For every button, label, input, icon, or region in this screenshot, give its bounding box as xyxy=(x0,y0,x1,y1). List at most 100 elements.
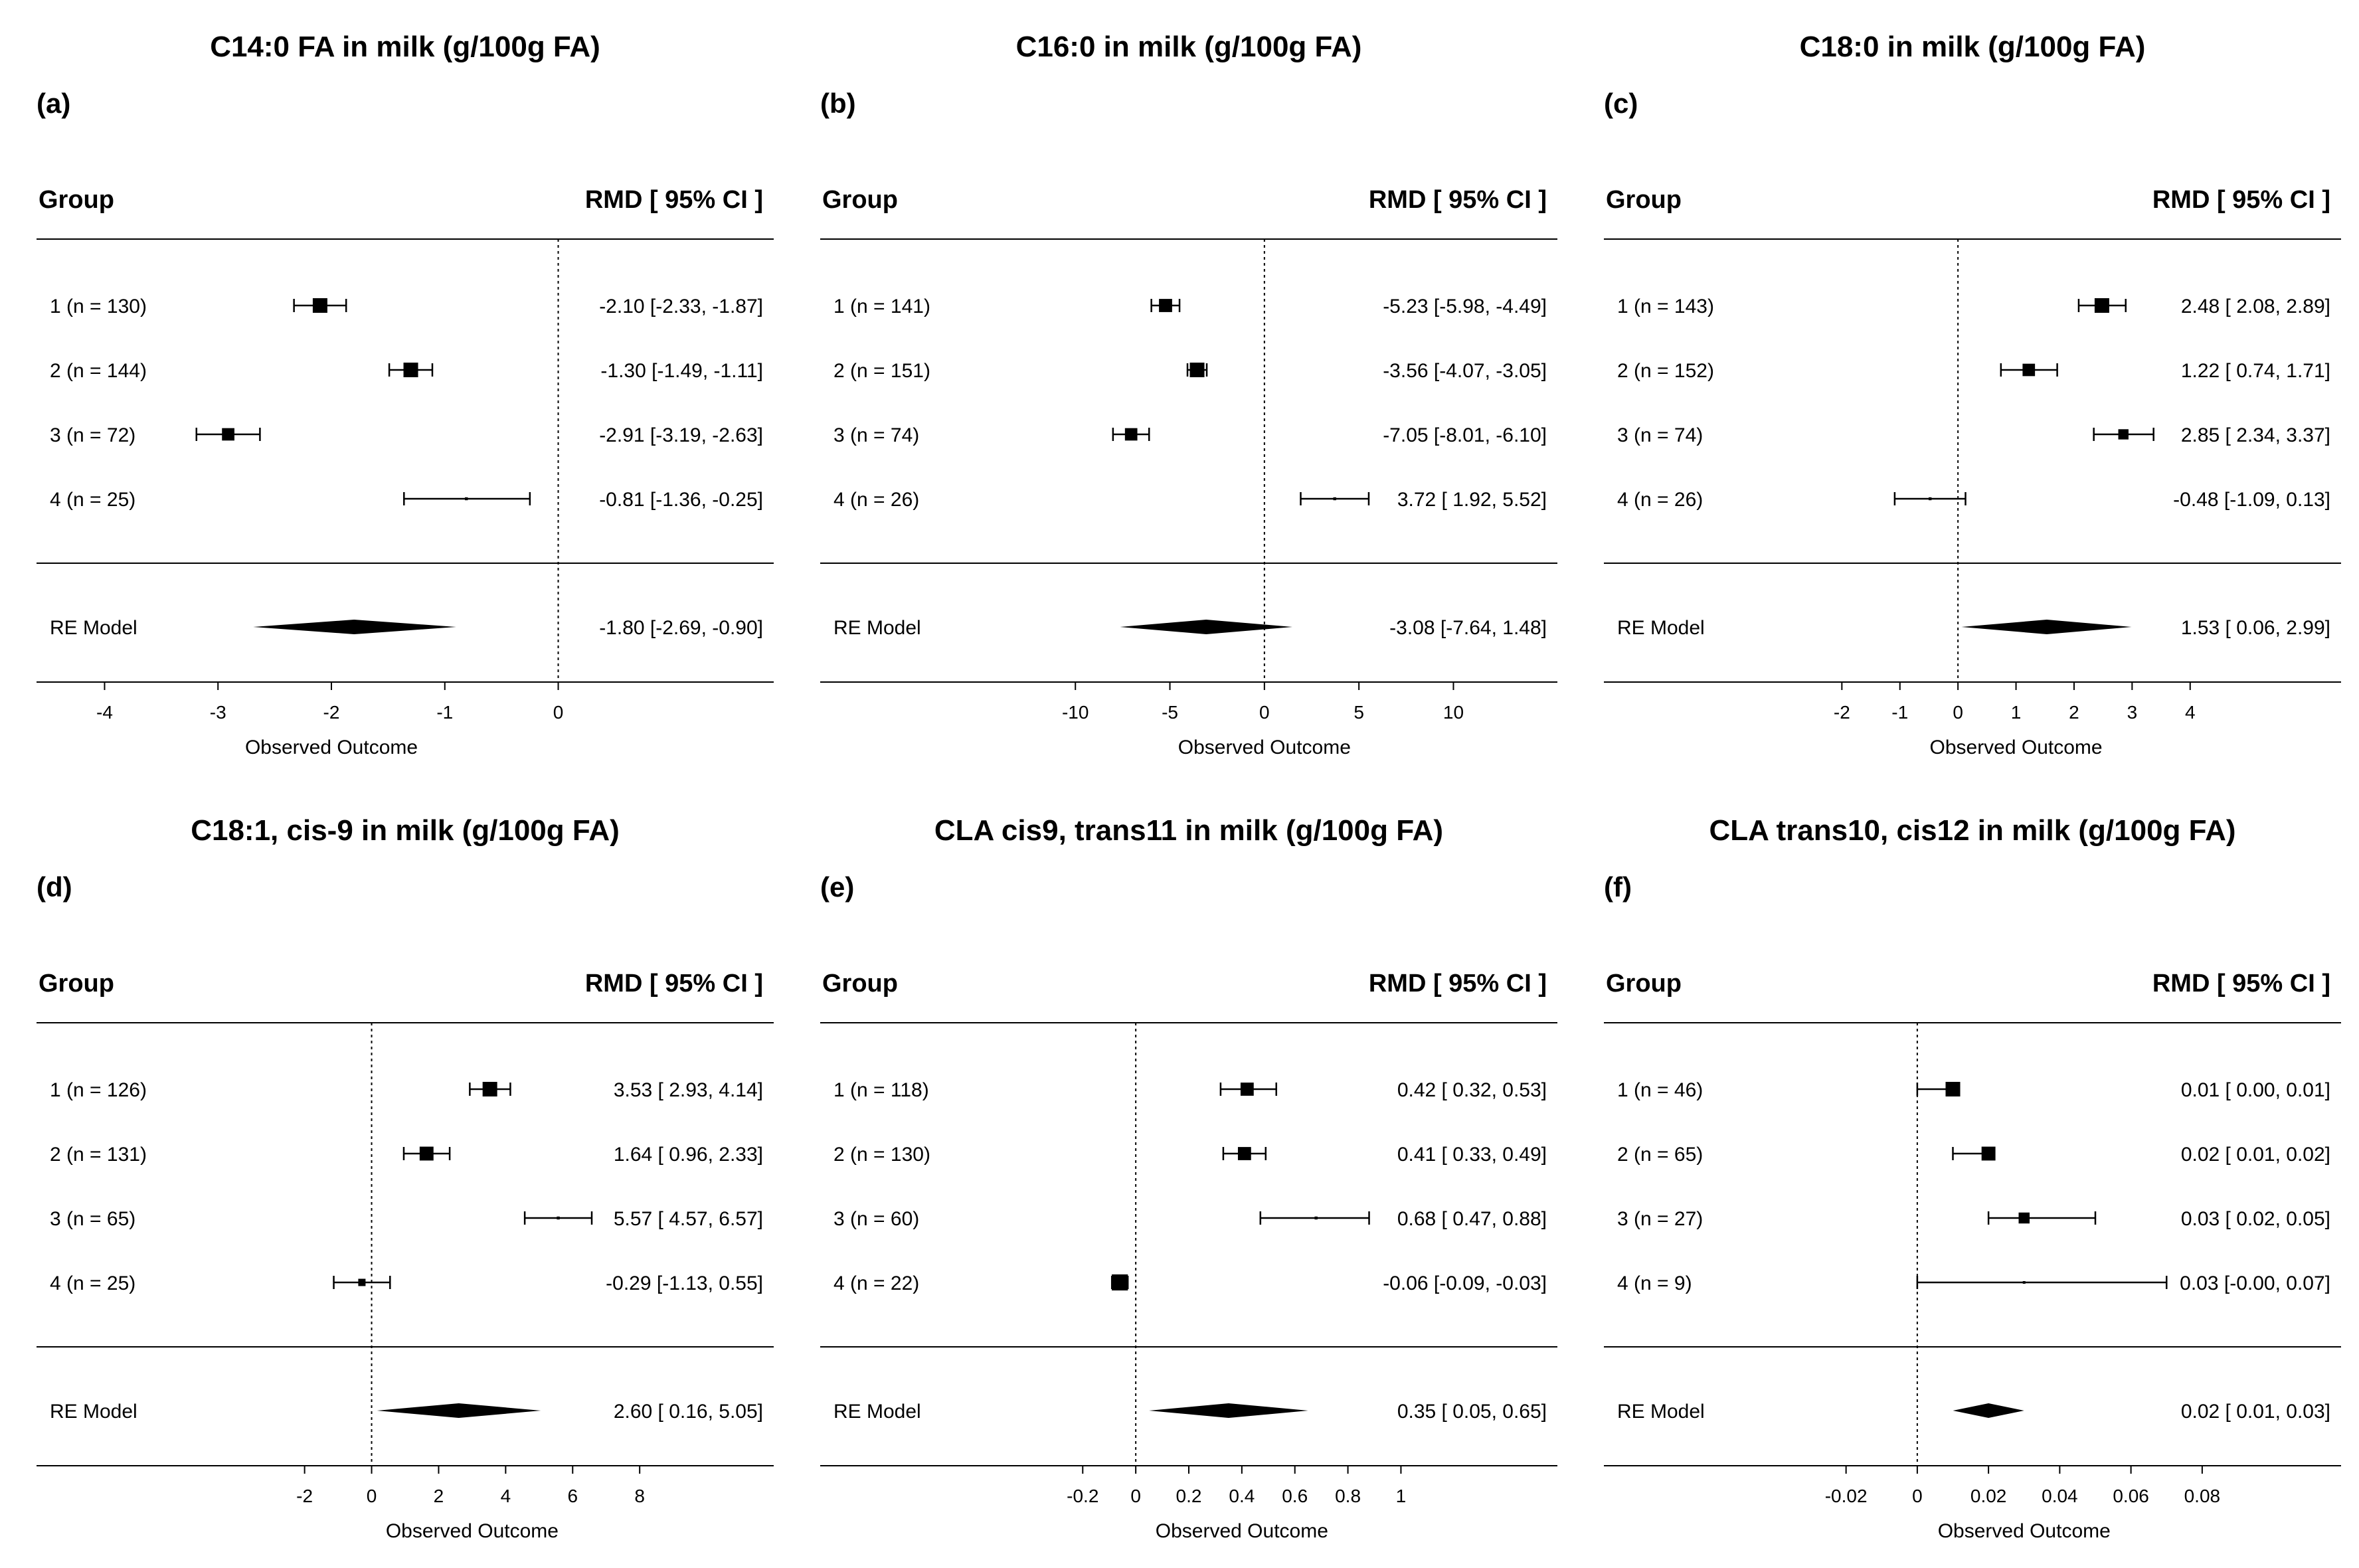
study-label: 4 (n = 25) xyxy=(50,489,135,511)
x-tick-label: 1 xyxy=(1396,1486,1407,1506)
effect-size-square xyxy=(1112,1274,1128,1291)
summary-diamond xyxy=(1953,1403,2024,1418)
summary-label: RE Model xyxy=(50,1401,137,1423)
panel-label: (e) xyxy=(820,871,854,903)
study-label: 4 (n = 26) xyxy=(833,489,919,511)
summary-label: RE Model xyxy=(1617,1401,1705,1423)
rmd-column-header: RMD [ 95% CI ] xyxy=(1369,186,1547,214)
x-tick-label: 0 xyxy=(1259,702,1270,723)
study-label: 4 (n = 25) xyxy=(50,1272,135,1294)
study-estimate-text: 0.42 [ 0.32, 0.53] xyxy=(1397,1079,1547,1101)
x-tick-label: 3 xyxy=(2127,702,2138,723)
summary-estimate-text: 0.02 [ 0.01, 0.03] xyxy=(2181,1401,2330,1423)
x-tick-label: 6 xyxy=(567,1486,578,1506)
effect-size-square xyxy=(1314,1216,1318,1220)
x-tick-label: 0 xyxy=(367,1486,377,1506)
panel-title: C18:1, cis-9 in milk (g/100g FA) xyxy=(191,814,620,847)
study-label: 1 (n = 126) xyxy=(50,1079,147,1101)
effect-size-square xyxy=(2022,363,2036,377)
study-estimate-text: -2.91 [-3.19, -2.63] xyxy=(599,424,763,446)
x-tick-label: 1 xyxy=(2011,702,2022,723)
x-tick-label: 0 xyxy=(553,702,564,723)
study-label: 2 (n = 131) xyxy=(50,1144,147,1166)
rmd-column-header: RMD [ 95% CI ] xyxy=(585,186,763,214)
panel-label: (b) xyxy=(820,88,856,119)
summary-estimate-text: 2.60 [ 0.16, 5.05] xyxy=(614,1401,763,1423)
summary-label: RE Model xyxy=(833,1401,921,1423)
group-column-header: Group xyxy=(822,186,898,214)
study-label: 2 (n = 144) xyxy=(50,360,147,382)
study-estimate-text: -3.56 [-4.07, -3.05] xyxy=(1383,360,1547,382)
study-label: 1 (n = 118) xyxy=(833,1079,929,1101)
x-axis-label: Observed Outcome xyxy=(1938,1520,2111,1542)
study-label: 1 (n = 143) xyxy=(1617,296,1714,317)
x-tick-label: -1 xyxy=(1891,702,1908,723)
effect-size-square xyxy=(1945,1082,1961,1096)
summary-estimate-text: -3.08 [-7.64, 1.48] xyxy=(1389,617,1547,639)
study-label: 2 (n = 130) xyxy=(833,1144,930,1166)
group-column-header: Group xyxy=(39,186,114,214)
panel-title: C14:0 FA in milk (g/100g FA) xyxy=(210,31,600,63)
x-tick-label: 2 xyxy=(434,1486,444,1506)
x-tick-label: 0.02 xyxy=(1970,1486,2007,1506)
x-tick-label: -5 xyxy=(1162,702,1178,723)
summary-estimate-text: 0.35 [ 0.05, 0.65] xyxy=(1397,1401,1547,1423)
effect-size-square xyxy=(1240,1083,1254,1096)
study-label: 4 (n = 22) xyxy=(833,1272,919,1294)
study-estimate-text: -5.23 [-5.98, -4.49] xyxy=(1383,296,1547,317)
x-tick-label: 0.2 xyxy=(1176,1486,1202,1506)
x-tick-label: 5 xyxy=(1354,702,1364,723)
study-label: 2 (n = 65) xyxy=(1617,1144,1703,1166)
forest-panel: C18:1, cis-9 in milk (g/100g FA) (d) Group… xyxy=(37,814,774,1542)
x-tick-label: 4 xyxy=(2185,702,2196,723)
x-tick-label: 0.4 xyxy=(1229,1486,1255,1506)
study-label: 2 (n = 151) xyxy=(833,360,930,382)
summary-estimate-text: 1.53 [ 0.06, 2.99] xyxy=(2181,617,2330,639)
x-tick-label: 10 xyxy=(1443,702,1464,723)
x-axis-label: Observed Outcome xyxy=(386,1520,559,1542)
effect-size-square xyxy=(465,497,468,501)
x-tick-label: -2 xyxy=(1834,702,1850,723)
group-column-header: Group xyxy=(1606,186,1682,214)
x-tick-label: -3 xyxy=(210,702,226,723)
x-axis-label: Observed Outcome xyxy=(1156,1520,1328,1542)
study-estimate-text: 5.57 [ 4.57, 6.57] xyxy=(614,1208,763,1230)
study-estimate-text: 0.68 [ 0.47, 0.88] xyxy=(1397,1208,1547,1230)
x-tick-label: 0.8 xyxy=(1335,1486,1361,1506)
study-label: 3 (n = 65) xyxy=(50,1208,135,1230)
x-tick-label: 4 xyxy=(501,1486,511,1506)
x-tick-label: 2 xyxy=(2069,702,2079,723)
study-estimate-text: -1.30 [-1.49, -1.11] xyxy=(600,360,763,382)
study-estimate-text: -0.29 [-1.13, 0.55] xyxy=(606,1272,763,1294)
forest-panel: CLA trans10, cis12 in milk (g/100g FA) (f… xyxy=(1604,814,2341,1542)
study-estimate-text: 0.03 [-0.00, 0.07] xyxy=(2180,1272,2330,1294)
study-label: 1 (n = 130) xyxy=(50,296,147,317)
study-estimate-text: 3.72 [ 1.92, 5.52] xyxy=(1397,489,1547,511)
study-estimate-text: -7.05 [-8.01, -6.10] xyxy=(1383,424,1547,446)
effect-size-square xyxy=(1237,1147,1251,1160)
x-tick-label: -2 xyxy=(323,702,340,723)
effect-size-square xyxy=(1928,497,1932,501)
study-estimate-text: -2.10 [-2.33, -1.87] xyxy=(599,296,763,317)
effect-size-square xyxy=(2118,429,2129,440)
effect-size-square xyxy=(1159,299,1172,312)
x-tick-label: 0.06 xyxy=(2113,1486,2149,1506)
study-estimate-text: 2.48 [ 2.08, 2.89] xyxy=(2181,296,2330,317)
panel-label: (a) xyxy=(37,88,70,119)
effect-size-square xyxy=(222,428,234,441)
rmd-column-header: RMD [ 95% CI ] xyxy=(2152,186,2330,214)
study-estimate-text: 1.22 [ 0.74, 1.71] xyxy=(2181,360,2330,382)
rmd-column-header: RMD [ 95% CI ] xyxy=(1369,970,1547,998)
forest-panel: C18:0 in milk (g/100g FA) (c) Group RMD [ 9… xyxy=(1604,31,2341,758)
study-estimate-text: 0.02 [ 0.01, 0.02] xyxy=(2181,1144,2330,1166)
panel-label: (c) xyxy=(1604,88,1638,119)
study-estimate-text: 0.03 [ 0.02, 0.05] xyxy=(2181,1208,2330,1230)
study-label: 3 (n = 27) xyxy=(1617,1208,1703,1230)
x-tick-label: 0.6 xyxy=(1282,1486,1308,1506)
panel-title: CLA trans10, cis12 in milk (g/100g FA) xyxy=(1709,814,2235,847)
group-column-header: Group xyxy=(822,970,898,998)
x-tick-label: -0.2 xyxy=(1067,1486,1098,1506)
study-label: 1 (n = 46) xyxy=(1617,1079,1703,1101)
effect-size-square xyxy=(1333,497,1336,501)
panel-title: C16:0 in milk (g/100g FA) xyxy=(1016,31,1362,63)
